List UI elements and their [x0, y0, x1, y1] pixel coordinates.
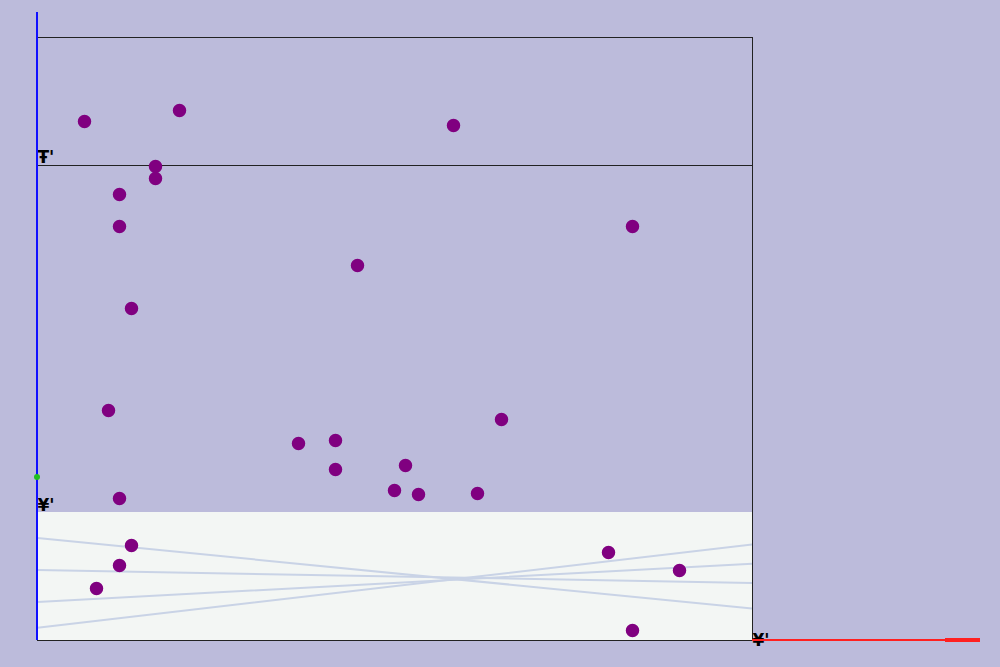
- svg-text:¥': ¥': [753, 630, 770, 650]
- svg-text:¥': ¥': [38, 495, 55, 515]
- svg-text:Ŧ': Ŧ': [38, 147, 55, 167]
